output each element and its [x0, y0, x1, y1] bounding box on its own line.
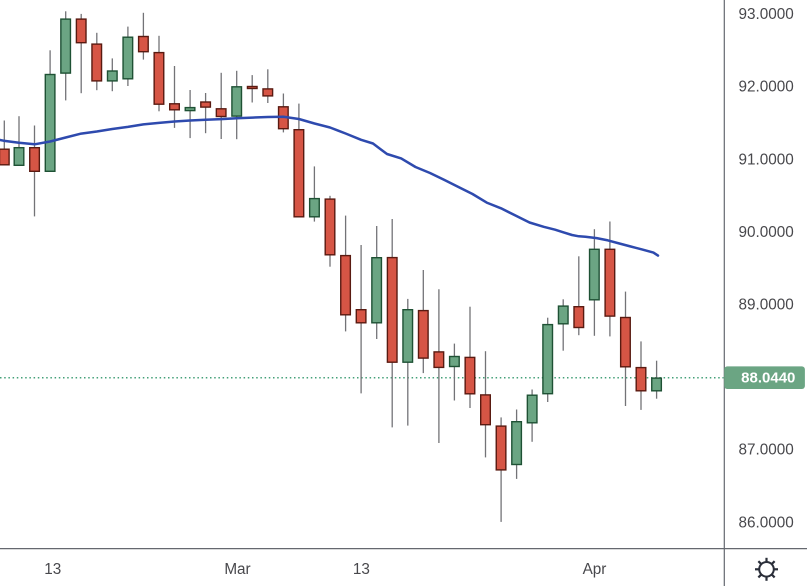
svg-text:87.0000: 87.0000 — [739, 442, 794, 459]
svg-text:90.0000: 90.0000 — [739, 224, 794, 241]
svg-text:86.0000: 86.0000 — [739, 514, 794, 531]
svg-text:13: 13 — [44, 561, 61, 578]
svg-text:91.0000: 91.0000 — [739, 151, 794, 168]
svg-text:89.0000: 89.0000 — [739, 297, 794, 314]
svg-text:13: 13 — [353, 561, 370, 578]
svg-text:92.0000: 92.0000 — [739, 79, 794, 96]
svg-text:93.0000: 93.0000 — [739, 6, 794, 23]
svg-text:Mar: Mar — [224, 561, 250, 578]
svg-text:88.0440: 88.0440 — [741, 369, 795, 386]
svg-text:Apr: Apr — [583, 561, 607, 578]
